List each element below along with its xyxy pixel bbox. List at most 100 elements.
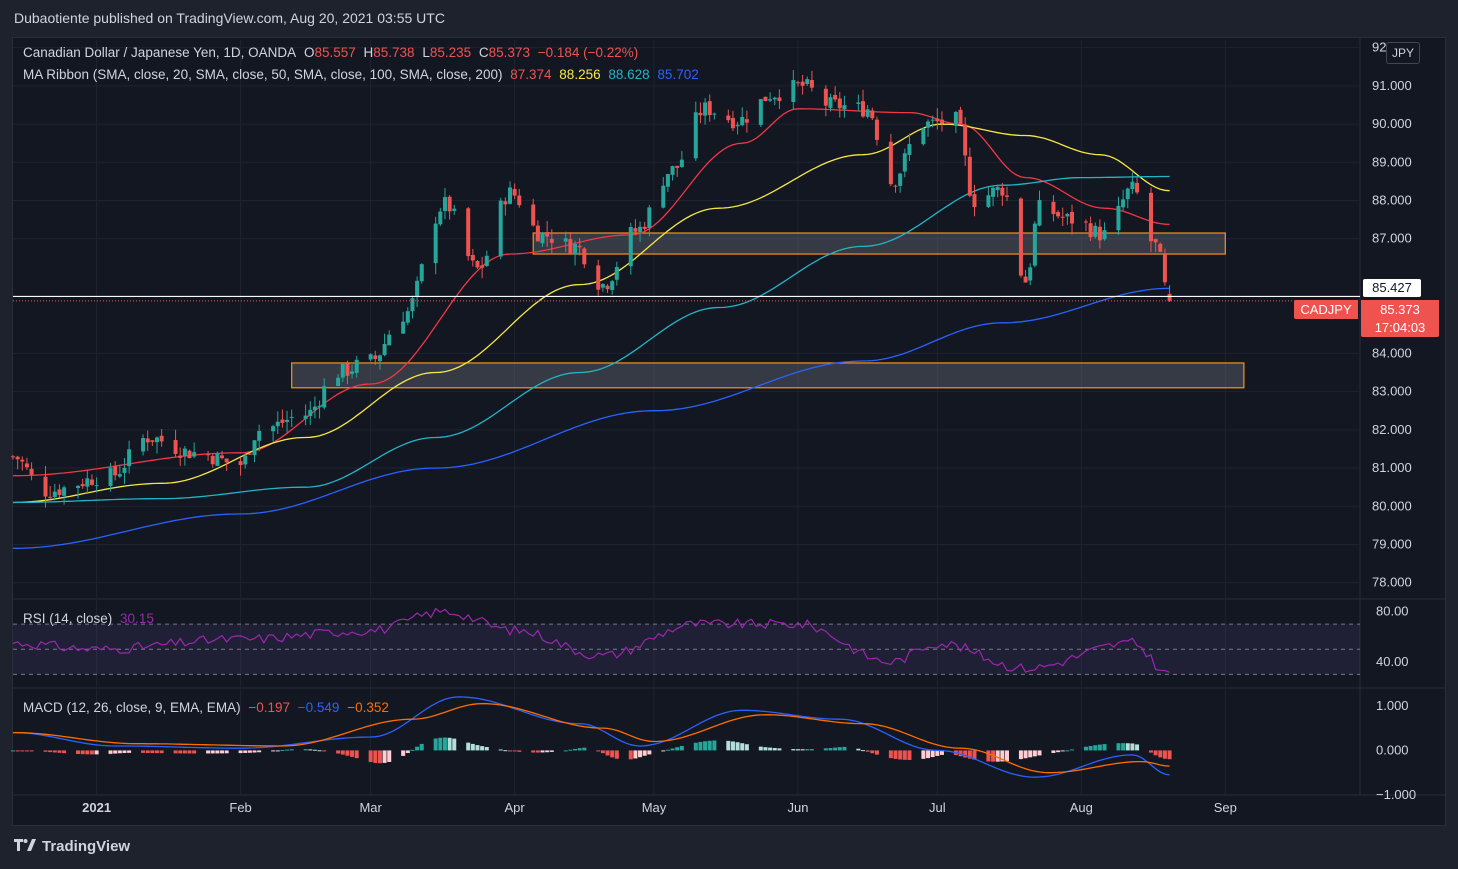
price-tick-label: 87.000 [1372, 231, 1412, 246]
candle-up [410, 298, 415, 312]
candle-down [187, 450, 192, 459]
macd-tick-label: 0.000 [1376, 742, 1409, 757]
candle-up [926, 121, 931, 128]
marker-price-tag: 85.427 [1363, 279, 1421, 297]
macd-histogram-bar [182, 750, 187, 754]
legend-symbol[interactable]: Canadian Dollar / Japanese Yen, 1D, OAND… [23, 45, 297, 60]
macd-histogram-bar [735, 742, 740, 751]
macd-histogram-bar [368, 750, 373, 762]
candle-up [628, 227, 633, 267]
macd-histogram-bar [967, 750, 972, 759]
macd-histogram-bar [712, 740, 717, 751]
currency-button[interactable]: JPY [1386, 42, 1420, 64]
candle-up [1032, 223, 1037, 266]
ma-ribbon-label[interactable]: MA Ribbon (SMA, close, 20, SMA, close, 5… [23, 67, 503, 82]
support-resistance-zone[interactable] [291, 362, 1245, 389]
macd-histogram-bar [856, 748, 861, 751]
macd-histogram-bar [703, 741, 708, 751]
macd-histogram-bar [280, 750, 285, 752]
candle-up [1028, 267, 1033, 281]
candle-down [145, 438, 150, 443]
macd-histogram-bar [1028, 750, 1033, 758]
ma50-value: 88.256 [559, 67, 601, 82]
candle-up [614, 267, 619, 280]
candle-up [665, 174, 670, 187]
time-tick-label: Jun [787, 800, 808, 815]
candle-down [1148, 192, 1153, 242]
macd-histogram-bar [1088, 745, 1093, 751]
rsi-label[interactable]: RSI (14, close) [23, 611, 113, 626]
macd-histogram-bar [777, 748, 782, 751]
time-tick-label: Feb [229, 800, 251, 815]
candle-down [159, 435, 164, 442]
macd-histogram-bar [80, 750, 85, 755]
macd-histogram-bar [763, 747, 768, 751]
macd-histogram-bar [870, 750, 875, 754]
time-tick-label: Sep [1214, 800, 1237, 815]
candle-down [89, 479, 94, 485]
candle-up [387, 334, 392, 346]
macd-histogram-bar [377, 750, 382, 764]
macd-histogram-bar [744, 744, 749, 751]
candle-down [833, 95, 838, 100]
macd-histogram-bar [874, 750, 879, 755]
candle-down [178, 455, 183, 458]
countdown-tag: 17:04:03 [1361, 319, 1439, 337]
macd-histogram-bar [842, 746, 847, 751]
macd-histogram-bar [336, 750, 341, 754]
candle-down [173, 440, 178, 454]
candle-down [837, 98, 842, 109]
support-resistance-zone[interactable] [532, 232, 1226, 255]
candle-up [507, 187, 512, 204]
macd-histogram-bar [596, 750, 601, 752]
candle-up [768, 99, 773, 101]
candle-down [935, 118, 940, 122]
macd-histogram-bar [20, 750, 25, 752]
macd-histogram-bar [535, 750, 540, 753]
candle-up [1121, 199, 1126, 208]
candle-down [280, 419, 285, 423]
macd-histogram-bar [405, 750, 410, 754]
candle-down [206, 454, 211, 456]
macd-label[interactable]: MACD (12, 26, close, 9, EMA, EMA) [23, 700, 241, 715]
macd-histogram-bar [484, 747, 489, 751]
candle-up [62, 487, 67, 496]
legend-close: 85.373 [488, 45, 530, 60]
price-tick-label: 82.000 [1372, 422, 1412, 437]
candle-up [94, 485, 99, 487]
macd-histogram-bar [247, 750, 252, 753]
candle-up [828, 97, 833, 108]
macd-histogram-bar [517, 750, 522, 752]
macd-histogram-bar [285, 749, 290, 751]
candle-down [763, 96, 768, 101]
macd-histogram-bar [614, 750, 619, 759]
macd-histogram-bar [1167, 750, 1172, 760]
candle-down [470, 254, 475, 261]
macd-histogram-bar [926, 750, 931, 759]
candle-down [967, 156, 972, 196]
ma100-value: 88.628 [608, 67, 650, 82]
macd-histogram-bar [76, 750, 81, 754]
candle-down [1158, 243, 1163, 252]
candle-down [1070, 211, 1075, 224]
macd-histogram-bar [345, 750, 350, 756]
tradingview-brand[interactable]: TradingView [14, 838, 130, 855]
macd-histogram-bar [642, 750, 647, 756]
macd-histogram-bar [1032, 750, 1037, 757]
candle-down [224, 458, 229, 463]
candle-down [1000, 187, 1005, 196]
candle-down [57, 489, 62, 495]
macd-histogram-bar [679, 745, 684, 751]
macd-histogram-bar [303, 749, 308, 751]
macd-histogram-bar [354, 750, 359, 759]
macd-histogram-bar [220, 750, 225, 754]
macd-histogram-bar [62, 750, 67, 754]
candle-down [480, 265, 485, 268]
macd-histogram-bar [1056, 750, 1061, 753]
macd-legend: MACD (12, 26, close, 9, EMA, EMA) −0.197… [23, 700, 393, 715]
candle-up [1130, 181, 1135, 190]
time-tick-label: Mar [359, 800, 382, 815]
candle-down [29, 468, 34, 475]
candle-down [466, 208, 471, 257]
